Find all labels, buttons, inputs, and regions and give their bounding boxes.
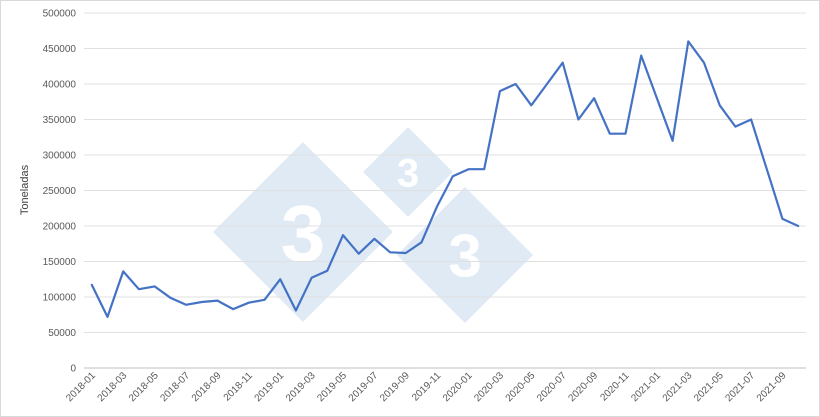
x-tick-label: 2020-03 [472, 370, 506, 404]
x-tick-label: 2019-03 [284, 370, 318, 404]
series-line [90, 40, 800, 318]
x-tick-label: 2019-09 [378, 370, 412, 404]
watermark-diamond-left-glyph: 3 [281, 189, 326, 278]
x-tick-label: 2021-01 [629, 370, 663, 404]
y-tick-label: 150000 [43, 257, 77, 268]
x-tick-label: 2018-05 [127, 370, 161, 404]
x-tick-label: 2021-07 [723, 370, 757, 404]
y-tick-label: 450000 [43, 44, 77, 55]
x-tick-label: 2019-05 [315, 370, 349, 404]
y-tick-label: 500000 [43, 9, 77, 20]
y-tick-label: 0 [70, 364, 76, 375]
x-tick-label: 2020-07 [535, 370, 569, 404]
x-axis-ticks: 2018-012018-032018-052018-072018-092018-… [64, 370, 789, 404]
watermark-logo: 333 [213, 127, 533, 323]
x-tick-label: 2018-03 [96, 370, 130, 404]
x-tick-label: 2018-07 [158, 370, 192, 404]
y-tick-label: 250000 [43, 186, 77, 197]
x-tick-label: 2020-09 [566, 370, 600, 404]
x-tick-label: 2018-11 [222, 370, 256, 404]
watermark-diamond-top [363, 127, 453, 217]
x-tick-label: 2019-07 [347, 370, 381, 404]
x-tick-label: 2019-11 [410, 370, 444, 404]
y-tick-label: 200000 [43, 222, 77, 233]
x-tick-label: 2020-01 [441, 370, 475, 404]
y-tick-label: 100000 [43, 293, 77, 304]
gridlines [84, 12, 806, 369]
x-tick-label: 2021-09 [755, 370, 789, 404]
watermark-diamond-top-glyph: 3 [397, 151, 419, 195]
x-tick-label: 2020-11 [598, 370, 632, 404]
y-tick-label: 50000 [48, 328, 76, 339]
y-tick-label: 350000 [43, 115, 77, 126]
watermark-diamond-left [213, 142, 393, 322]
x-tick-label: 2021-03 [661, 370, 695, 404]
x-tick-label: 2021-05 [692, 370, 726, 404]
y-axis-ticks: 0 50000 100000 150000 200000 250000 300000 3500… [43, 9, 77, 375]
y-tick-label: 300000 [43, 151, 77, 162]
x-tick-label: 2018-09 [190, 370, 224, 404]
y-axis-title: Toneladas [19, 164, 31, 215]
series-layer [90, 40, 800, 318]
watermark-diamond-right-glyph: 3 [448, 223, 481, 290]
x-tick-label: 2020-05 [504, 370, 538, 404]
x-tick-label: 2018-01 [64, 370, 98, 404]
x-tick-label: 2019-01 [253, 370, 287, 404]
y-tick-label: 400000 [43, 80, 77, 91]
